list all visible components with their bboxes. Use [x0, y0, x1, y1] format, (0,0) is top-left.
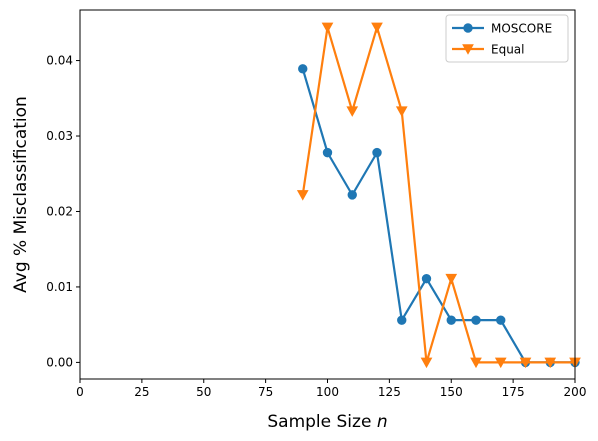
data-point [321, 22, 334, 34]
x-tick-label: 150 [440, 385, 463, 399]
x-tick-label: 125 [378, 385, 401, 399]
x-tick-label: 0 [76, 385, 84, 399]
legend-item: Equal [452, 43, 525, 57]
legend-item: MOSCORE [452, 22, 552, 36]
data-point [371, 22, 383, 34]
y-tick-label: 0.04 [46, 54, 73, 68]
y-tick-label: 0.00 [46, 355, 73, 369]
data-point [445, 273, 458, 285]
data-point [446, 315, 456, 325]
y-tick-label: 0.02 [46, 204, 73, 218]
legend-label: Equal [491, 43, 525, 57]
data-point [296, 190, 309, 201]
data-point [494, 357, 507, 369]
data-point [397, 315, 407, 325]
series-line [301, 26, 575, 364]
plot-area [80, 10, 575, 379]
y-axis-ticks: 0.00 0.01 0.02 0.03 0.04 [46, 54, 80, 369]
data-point [519, 357, 532, 369]
x-tick-label: 200 [564, 385, 587, 399]
y-axis-label: Avg % Misclassification [11, 96, 31, 293]
y-tick-label: 0.03 [46, 129, 73, 143]
x-tick-label: 175 [502, 385, 525, 399]
data-point [347, 190, 357, 200]
x-axis-label-text: Sample Size [267, 412, 371, 432]
data-point [372, 147, 382, 158]
legend: MOSCORE Equal [445, 14, 569, 63]
legend-box [445, 14, 569, 63]
data-point [395, 106, 408, 117]
x-axis-label: Sample Size n [267, 412, 387, 432]
data-point [298, 64, 308, 74]
x-tick-label: 100 [316, 385, 339, 399]
data-point [421, 273, 432, 284]
data-point [470, 357, 482, 369]
legend-marker [462, 44, 474, 55]
y-tick-label: 0.01 [46, 280, 73, 294]
data-point [471, 315, 481, 325]
x-tick-label: 75 [258, 385, 273, 399]
x-tick-label: 25 [134, 385, 149, 399]
x-tick-label: 50 [196, 385, 211, 399]
data-point [322, 147, 333, 158]
data-point [346, 106, 359, 117]
data-point [496, 315, 506, 325]
data-point [544, 357, 557, 369]
legend-label: MOSCORE [491, 22, 552, 36]
x-axis-ticks: 0 25 50 75 100 125 150 175 200 [76, 379, 586, 399]
x-axis-label-variable: n [377, 412, 388, 432]
plot-frame [79, 9, 576, 380]
data-point [420, 357, 433, 369]
legend-marker [463, 23, 473, 33]
